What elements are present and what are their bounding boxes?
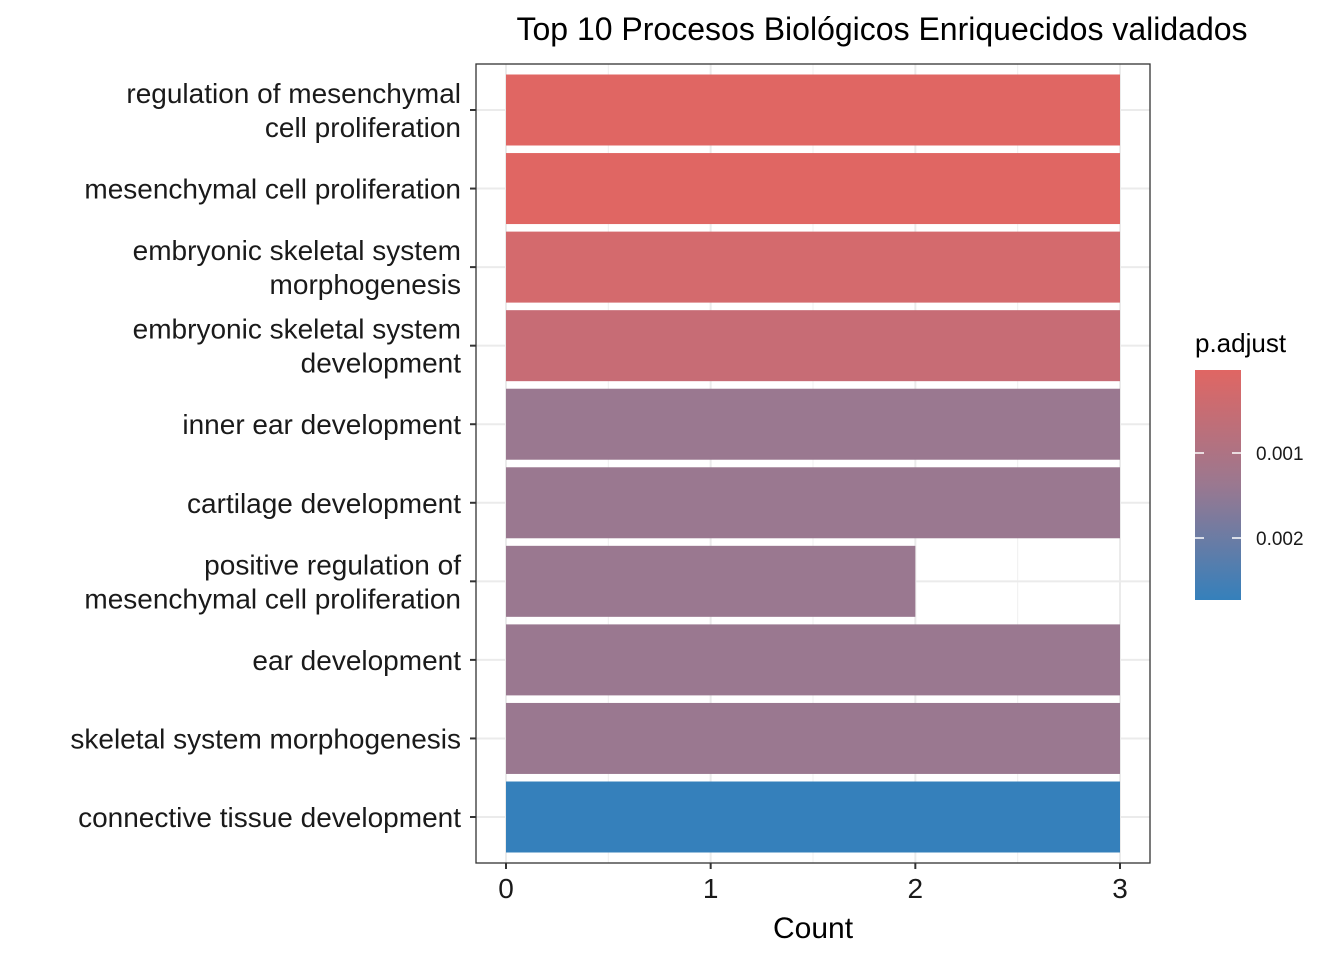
category-label: inner ear development [182,409,461,440]
x-tick-label: 2 [908,873,924,904]
bar [506,624,1120,696]
x-tick-label: 3 [1112,873,1128,904]
bar [506,310,1120,382]
category-label: embryonic skeletal system development [133,314,462,379]
legend-title: p.adjust [1195,328,1287,358]
category-label: ear development [252,645,461,676]
bar [506,545,916,617]
category-label: mesenchymal cell proliferation [84,174,461,205]
bars-group [506,74,1120,853]
category-label: positive regulation of mesenchymal cell p… [84,549,461,614]
category-axis: regulation of mesenchymal cell proliferat… [70,78,476,833]
bar [506,231,1120,303]
category-label: embryonic skeletal system morphogenesis [133,235,461,300]
plot-border [475,63,1151,864]
legend-colorbar [1195,370,1241,600]
bar [506,153,1120,225]
category-label: cartilage development [187,488,461,519]
category-label: skeletal system morphogenesis [70,723,461,754]
bar [506,467,1120,539]
bar [506,74,1120,146]
chart-title: Top 10 Procesos Biológicos Enriquecidos … [516,11,1247,47]
value-axis: 0 1 2 3 [498,863,1128,904]
x-tick-label: 1 [703,873,719,904]
bar [506,702,1120,774]
x-tick-label: 0 [498,873,514,904]
bar [506,781,1120,853]
category-label: regulation of mesenchymal cell proliferat… [126,78,461,143]
x-axis-title: Count [773,912,854,945]
legend-tick-label: 0.001 [1256,444,1304,465]
bar [506,388,1120,460]
legend-ticks: 0.001 0.002 [1195,444,1304,550]
legend-tick-label: 0.002 [1256,529,1304,550]
category-label: connective tissue development [78,802,461,833]
